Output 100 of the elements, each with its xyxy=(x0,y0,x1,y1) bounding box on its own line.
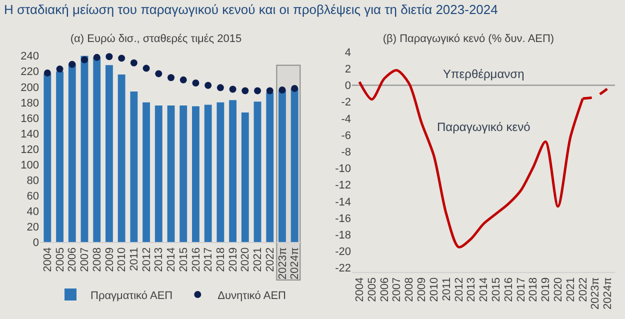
y-tick-label: 140 xyxy=(20,128,39,140)
bar xyxy=(254,102,262,242)
y-tick-label: 0 xyxy=(32,236,39,249)
annotation: Υπερθέρμανση xyxy=(443,67,524,81)
y-tick-label: -4 xyxy=(341,113,351,126)
y-tick-label: 120 xyxy=(20,144,39,156)
x-tick-label: 2004 xyxy=(42,247,54,272)
y-tick-label: 60 xyxy=(26,190,39,202)
x-tick-label: 2008 xyxy=(91,247,104,272)
x-tick-label: 2013 xyxy=(153,247,166,272)
bar xyxy=(167,106,175,242)
y-tick-label: 20 xyxy=(26,221,39,234)
point xyxy=(68,60,76,68)
point xyxy=(168,74,174,82)
bar xyxy=(192,106,200,242)
point xyxy=(93,54,100,61)
point xyxy=(130,59,138,66)
x-tick-label: 2020 xyxy=(240,247,252,272)
bar xyxy=(154,106,162,242)
y-tick-label: 4 xyxy=(344,46,351,59)
point xyxy=(56,66,64,73)
bar xyxy=(229,100,236,242)
x-tick-label: 2022 xyxy=(577,277,590,302)
point xyxy=(155,70,162,78)
x-tick-label: 2008 xyxy=(404,277,416,302)
point xyxy=(242,87,249,94)
y-tick-label: 180 xyxy=(20,97,39,110)
y-tick-label: -14 xyxy=(335,196,351,208)
x-tick-label: 2007 xyxy=(79,247,92,272)
point xyxy=(142,64,150,72)
y-tick-label: 100 xyxy=(20,159,39,172)
x-tick-label: 2012 xyxy=(453,277,466,302)
y-tick-label: -2 xyxy=(341,96,351,109)
y-tick-label: 220 xyxy=(20,66,39,78)
point xyxy=(266,87,274,94)
bar xyxy=(142,102,150,242)
x-tick-label: 2006 xyxy=(378,277,391,302)
point xyxy=(106,53,113,60)
x-tick-label: 2018 xyxy=(215,247,228,272)
x-tick-label: 2011 xyxy=(440,277,453,302)
bar xyxy=(290,88,298,242)
bar xyxy=(130,92,138,242)
y-tick-label: 200 xyxy=(20,82,39,94)
point xyxy=(118,54,126,62)
x-tick-label: 2010 xyxy=(116,247,128,272)
x-tick-label: 2014 xyxy=(166,247,178,272)
x-tick-label: 2005 xyxy=(54,247,66,272)
x-tick-label: 2005 xyxy=(366,277,378,302)
chart-subtitle: (α) Ευρώ δισ., σταθερές τιμές 2015 xyxy=(70,33,242,46)
point xyxy=(192,80,200,87)
y-tick-label: 40 xyxy=(26,206,39,218)
x-tick-label: 2016 xyxy=(502,277,515,302)
y-tick-label: -18 xyxy=(335,229,351,242)
point xyxy=(180,76,187,84)
x-tick-label: 2021 xyxy=(252,247,264,272)
x-tick-label: 2017 xyxy=(202,247,215,272)
x-tick-label: 2019 xyxy=(227,247,240,272)
y-tick-label: -12 xyxy=(335,180,351,192)
x-tick-label: 2011 xyxy=(128,247,140,272)
bar xyxy=(106,65,113,242)
bar xyxy=(93,57,101,242)
legend-label: Δυνητικό ΑΕΠ xyxy=(218,290,286,302)
bar xyxy=(266,92,274,242)
bar xyxy=(118,74,126,242)
point xyxy=(80,56,88,64)
point xyxy=(254,87,262,94)
point xyxy=(44,69,51,76)
bar xyxy=(204,104,212,242)
x-tick-label: 2009 xyxy=(104,247,116,272)
x-tick-label: 2013 xyxy=(466,277,478,302)
point xyxy=(204,82,212,89)
y-tick-label: -20 xyxy=(335,246,351,258)
y-tick-label: -16 xyxy=(335,212,351,225)
x-tick-label: 2015 xyxy=(490,277,502,302)
bar xyxy=(80,56,88,242)
bar xyxy=(56,71,64,242)
x-tick-label: 2009 xyxy=(416,277,428,302)
y-tick-label: 0 xyxy=(344,80,351,92)
x-tick-label: 2021 xyxy=(564,277,577,302)
x-tick-label: 2012 xyxy=(140,247,153,272)
annotation: Παραγωγικό κενό xyxy=(437,120,531,134)
x-tick-label: 2006 xyxy=(66,247,79,272)
y-tick-label: 160 xyxy=(20,112,39,125)
bar xyxy=(216,102,224,242)
x-tick-label: 2010 xyxy=(428,277,440,302)
x-tick-label: 2015 xyxy=(178,247,190,272)
y-tick-label: -8 xyxy=(341,146,351,158)
x-tick-label: 2014 xyxy=(478,277,490,302)
legend-label: Πραγματικό ΑΕΠ xyxy=(90,290,173,302)
x-tick-label: 2023π xyxy=(276,246,289,280)
x-tick-label: 2016 xyxy=(190,247,202,272)
bar xyxy=(180,106,188,242)
point xyxy=(278,86,286,94)
x-tick-label: 2020 xyxy=(552,277,565,302)
point xyxy=(229,86,236,93)
bar xyxy=(44,74,52,242)
chart-title: Η σταδιακή μείωση του παραγωγικού κενού και οι προβλέψεις για τη διετία 2023-2024 xyxy=(4,2,498,17)
bar xyxy=(68,64,76,242)
y-tick-label: -6 xyxy=(341,130,351,142)
x-tick-label: 2017 xyxy=(515,277,528,302)
